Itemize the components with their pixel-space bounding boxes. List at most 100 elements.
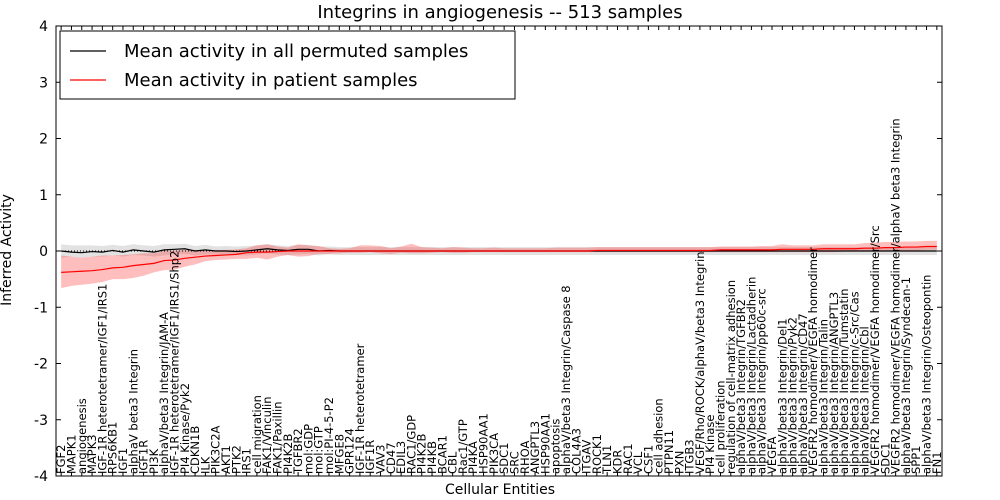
category-label: alphaV/beta3 Integrin/Cbl xyxy=(858,326,872,474)
category-label: PI4K2B xyxy=(281,433,295,474)
category-label: regulation of cell-matrix adhesion xyxy=(724,280,738,474)
category-label: VEGFR2 homodimer/VEGFA homodimer/alphaV … xyxy=(889,118,903,474)
category-label: mol:PI-4-5-P2 xyxy=(322,397,336,474)
category-label: alphaV/beta3 Integrin/c-Src/Cas xyxy=(847,291,861,474)
series-lines xyxy=(56,245,942,273)
chart-title: Integrins in angiogenesis -- 513 samples xyxy=(317,2,682,23)
category-label: alphaV/beta3 Integrin/pp60c-src xyxy=(755,288,769,474)
y-tick-label: -2 xyxy=(34,357,48,373)
series-line-2 xyxy=(61,245,937,273)
category-label: MFGE8 xyxy=(332,434,346,474)
category-label: PI4 Kinase xyxy=(703,415,717,474)
category-label: VEGF/Rho/ROCK/alphaV/beta3 Integrin xyxy=(693,251,707,474)
category-label: alphaV/beta3 Integrin/Caspase 8 xyxy=(559,285,573,474)
category-label: apoptosis xyxy=(549,419,563,474)
category-label: EDIL3 xyxy=(394,441,408,474)
category-label: RPS6KB1 xyxy=(106,422,120,474)
category-label: CSF1 xyxy=(641,445,655,474)
category-label: ILK xyxy=(198,456,212,474)
category-label: SRC xyxy=(507,451,521,474)
legend-label-1: Mean activity in all permuted samples xyxy=(124,41,468,62)
band-series-2 xyxy=(61,240,937,289)
y-tick-label: -1 xyxy=(34,300,48,316)
category-label: alphaV/beta3 Integrin/ANGPTL3 xyxy=(827,292,841,474)
category-label: SPP1 xyxy=(909,446,923,475)
category-label: PI4KB xyxy=(425,441,439,474)
category-label: MAPK1 xyxy=(64,434,78,474)
category-label: cell adhesion xyxy=(652,398,666,474)
category-label: VEGFR2 homodimer/VEGFA homodimer/Src xyxy=(868,225,882,474)
category-label: CBL xyxy=(446,451,460,474)
category-label: HSP90AA1 xyxy=(538,413,552,474)
y-axis-ticks: -4 -3 -2 -1 0 1 2 3 4 xyxy=(34,19,942,485)
category-label: FN1 xyxy=(930,451,944,474)
category-label: alphaV/beta3 Integrin/Talin xyxy=(817,319,831,474)
category-label: BCAR1 xyxy=(435,435,449,474)
category-label: alphaV/beta3 Integrin/CD47 xyxy=(796,313,810,474)
category-label: TGFBR2 xyxy=(291,428,305,475)
category-label: VAV3 xyxy=(374,445,388,474)
category-label: IGF1 xyxy=(116,448,130,474)
y-tick-label: 2 xyxy=(39,132,48,148)
category-label: alphaV/beta3 Integrin/Tumstatin xyxy=(837,289,851,474)
category-label: PXN xyxy=(672,451,686,474)
category-label: PI4 Kinase/Pyk2 xyxy=(178,383,192,474)
category-label: cell migration xyxy=(250,395,264,474)
category-label: SDC1 xyxy=(497,442,511,474)
y-axis-label: Inferred Activity xyxy=(0,194,15,306)
category-label: PTK2 xyxy=(229,445,243,474)
category-label: MAPK3 xyxy=(85,434,99,474)
category-label: PI4K2B xyxy=(415,433,429,474)
legend-box xyxy=(59,30,516,100)
category-label: cell proliferation xyxy=(714,380,728,474)
y-tick-label: 4 xyxy=(39,19,48,35)
plot-frame xyxy=(55,25,943,477)
category-label: IGF1R xyxy=(137,440,151,474)
category-label: angiogenesis xyxy=(75,398,89,474)
category-label: PI4KA xyxy=(466,441,480,474)
legend: Mean activity in all permuted samples Mea… xyxy=(59,30,516,100)
category-label: PI3K xyxy=(147,448,161,474)
category-label: RAC1/GDP xyxy=(404,415,418,474)
category-label: COL4A3 xyxy=(569,428,583,474)
category-label: IGF-1R heterotetramer/IGF1/IRS1/Shp2 xyxy=(167,251,181,474)
category-label: alphaV/beta3 Integrin/Pyk2 xyxy=(786,317,800,474)
category-label: VEGFR2 homodimer/VEGFA homodimer xyxy=(806,247,820,474)
category-label: VCL xyxy=(631,451,645,474)
y-tick-label: 1 xyxy=(39,188,48,204)
category-label: RHOA xyxy=(518,441,532,474)
category-label: ITGAV xyxy=(580,440,594,474)
category-label: IGF-1R heterotetramer/IGF1/IRS1 xyxy=(95,284,109,474)
category-label: mol:GDP xyxy=(301,424,315,474)
category-label: mol:GTP xyxy=(312,426,326,474)
legend-label-2: Mean activity in patient samples xyxy=(124,70,418,91)
category-label: alphaV/beta3 Integrin/JAM-A xyxy=(157,312,171,474)
category-label: FAK1/Paxillin xyxy=(271,402,285,475)
category-label: alphaV/beta3 Integrin/Syndecan-1 xyxy=(899,277,913,474)
category-label: FAK1/Vinculin xyxy=(260,396,274,474)
category-label: TLN1 xyxy=(600,445,614,475)
category-label: AKT1 xyxy=(219,445,233,474)
category-label: IGF1R xyxy=(363,440,377,474)
category-label: FGF2 xyxy=(54,445,68,474)
x-axis-ticks xyxy=(60,26,938,476)
category-label: PIK3C2A xyxy=(209,425,223,474)
category-label: KDR xyxy=(610,450,624,474)
category-label: ROCK1 xyxy=(590,434,604,474)
category-label: alphaV/beta3 Integrin/TGFBR2 xyxy=(734,299,748,474)
category-label: GPR124 xyxy=(343,428,357,474)
category-label: IRS1 xyxy=(240,448,254,474)
y-tick-label: -3 xyxy=(34,413,48,429)
category-label: alphaV/beta3 Integrin/Osteopontin xyxy=(920,275,934,474)
y-tick-label: 0 xyxy=(39,244,48,260)
category-label: alphaV/beta3 Integrin/Lactadherin xyxy=(744,277,758,474)
y-tick-label: 3 xyxy=(39,75,48,91)
category-label: ANGPTL3 xyxy=(528,421,542,474)
category-label: alphaV beta3 Integrin xyxy=(126,349,140,474)
category-label: IGF-1R heterotetramer xyxy=(353,343,367,474)
category-label: SDC1 xyxy=(878,442,892,474)
category-label: PTPN11 xyxy=(662,430,676,474)
y-tick-label: -4 xyxy=(34,469,48,485)
